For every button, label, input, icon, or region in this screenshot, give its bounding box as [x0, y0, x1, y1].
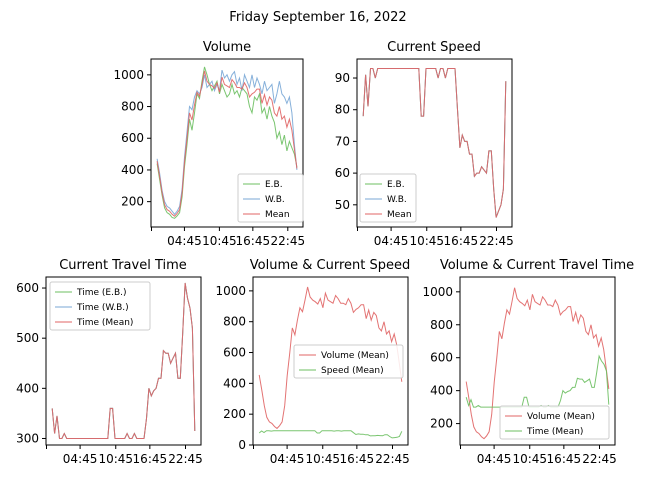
chart-volume-and-travel-time: Volume & Current Travel Time 200 400 600 80… — [422, 258, 634, 466]
legend: Time (E.B.) Time (W.B.) Time (Mean) — [49, 281, 151, 331]
y-tick-label: 1000 — [113, 68, 144, 82]
y-tick-label: 50 — [335, 198, 350, 212]
y-tick-label: 200 — [121, 195, 144, 209]
y-tick-label: 1000 — [215, 284, 246, 298]
y-tick-label: 600 — [16, 281, 39, 295]
x-tick-label: 22:45 — [168, 452, 203, 466]
legend-box — [49, 281, 151, 331]
legend-box — [293, 344, 404, 379]
legend-box — [237, 173, 304, 223]
figure-title: Friday September 16, 2022 — [229, 10, 406, 25]
y-tick-label: 500 — [16, 331, 39, 345]
y-tick-label: 200 — [223, 407, 246, 421]
legend-box — [499, 405, 610, 440]
series-line-1-2 — [156, 69, 298, 216]
x-tick-label: 22:45 — [375, 452, 410, 466]
x-tick-label: 16:45 — [236, 234, 271, 248]
y-tick-label: 90 — [335, 71, 350, 85]
legend-label: Mean — [387, 210, 412, 220]
x-tick-label: 10:45 — [409, 234, 444, 248]
x-tick-label: 16:45 — [133, 452, 168, 466]
legend-label: E.B. — [265, 180, 283, 190]
legend-label: Speed (Mean) — [321, 366, 384, 376]
y-tick-label: 300 — [16, 431, 39, 445]
y-tick-label: 1000 — [422, 285, 453, 299]
legend-label: Time (Mean) — [526, 427, 583, 437]
series-line-3-3 — [51, 282, 196, 439]
y-tick-label: 800 — [430, 318, 453, 332]
y-tick-label: 60 — [335, 166, 350, 180]
x-tick-label: 10:45 — [512, 452, 547, 466]
plot-frame — [45, 276, 202, 446]
y-tick-label: 400 — [121, 163, 144, 177]
x-tick-label: 04:45 — [63, 452, 98, 466]
y-tick-label: 70 — [335, 134, 350, 148]
x-tick-label: 16:45 — [547, 452, 582, 466]
chart-volume-and-speed-title: Volume & Current Speed — [250, 258, 410, 273]
plot-frame — [252, 276, 409, 446]
y-tick-label: 0 — [238, 438, 246, 452]
plot-frame — [459, 276, 616, 446]
series-line-2-3 — [362, 68, 507, 218]
legend-label: Volume (Mean) — [321, 351, 389, 361]
chart-current-travel-time: Current Travel Time 300 400 500 600 04:45 10:… — [16, 258, 203, 466]
legend-label: Time (Mean) — [76, 318, 133, 328]
chart-volume-title: Volume — [203, 40, 251, 55]
chart-current-travel-time-title: Current Travel Time — [59, 258, 187, 273]
legend-box — [359, 173, 417, 223]
chart-volume-and-travel-time-title: Volume & Current Travel Time — [440, 258, 634, 273]
series-line-1-1 — [156, 66, 298, 219]
series-line-4-1 — [258, 286, 403, 430]
legend: E.B. W.B. Mean — [237, 173, 304, 223]
plot-frame — [356, 58, 513, 228]
x-tick-label: 10:45 — [202, 234, 237, 248]
series-line-1-3 — [156, 70, 298, 217]
y-tick-label: 200 — [430, 417, 453, 431]
x-tick-label: 22:45 — [479, 234, 514, 248]
legend-label: Mean — [265, 210, 290, 220]
legend: E.B. W.B. Mean — [359, 173, 417, 223]
chart-volume-and-speed: Volume & Current Speed 0 200 400 600 800 1000… — [215, 258, 410, 466]
legend-label: Time (E.B.) — [76, 288, 127, 298]
chart-current-speed: Current Speed 50 60 70 80 90 04:45 10:45 16:45 2… — [335, 40, 514, 248]
legend-label: Volume (Mean) — [527, 412, 595, 422]
legend-label: E.B. — [387, 180, 405, 190]
x-tick-label: 22:45 — [271, 234, 306, 248]
series-line-5-2 — [465, 354, 610, 408]
x-tick-label: 04:45 — [167, 234, 202, 248]
y-tick-label: 800 — [121, 100, 144, 114]
x-tick-label: 04:45 — [477, 452, 512, 466]
x-tick-label: 04:45 — [270, 452, 305, 466]
x-tick-label: 16:45 — [340, 452, 375, 466]
legend-label: W.B. — [265, 195, 285, 205]
legend-label: Time (W.B.) — [76, 303, 129, 313]
y-tick-label: 600 — [121, 131, 144, 145]
y-tick-label: 80 — [335, 103, 350, 117]
legend: Volume (Mean) Time (Mean) — [499, 405, 610, 440]
x-tick-label: 16:45 — [444, 234, 479, 248]
y-tick-label: 400 — [223, 376, 246, 390]
x-tick-label: 22:45 — [582, 452, 617, 466]
legend: Volume (Mean) Speed (Mean) — [293, 344, 404, 379]
y-tick-label: 400 — [430, 384, 453, 398]
x-tick-label: 10:45 — [98, 452, 133, 466]
legend-label: W.B. — [387, 195, 407, 205]
series-line-4-2 — [258, 430, 403, 439]
y-tick-label: 400 — [16, 381, 39, 395]
y-tick-label: 800 — [223, 315, 246, 329]
plot-frame — [150, 58, 304, 228]
y-tick-label: 600 — [430, 351, 453, 365]
series-line-5-1 — [465, 287, 610, 440]
chart-current-speed-title: Current Speed — [387, 40, 481, 55]
y-tick-label: 600 — [223, 346, 246, 360]
x-tick-label: 04:45 — [374, 234, 409, 248]
x-tick-label: 10:45 — [305, 452, 340, 466]
